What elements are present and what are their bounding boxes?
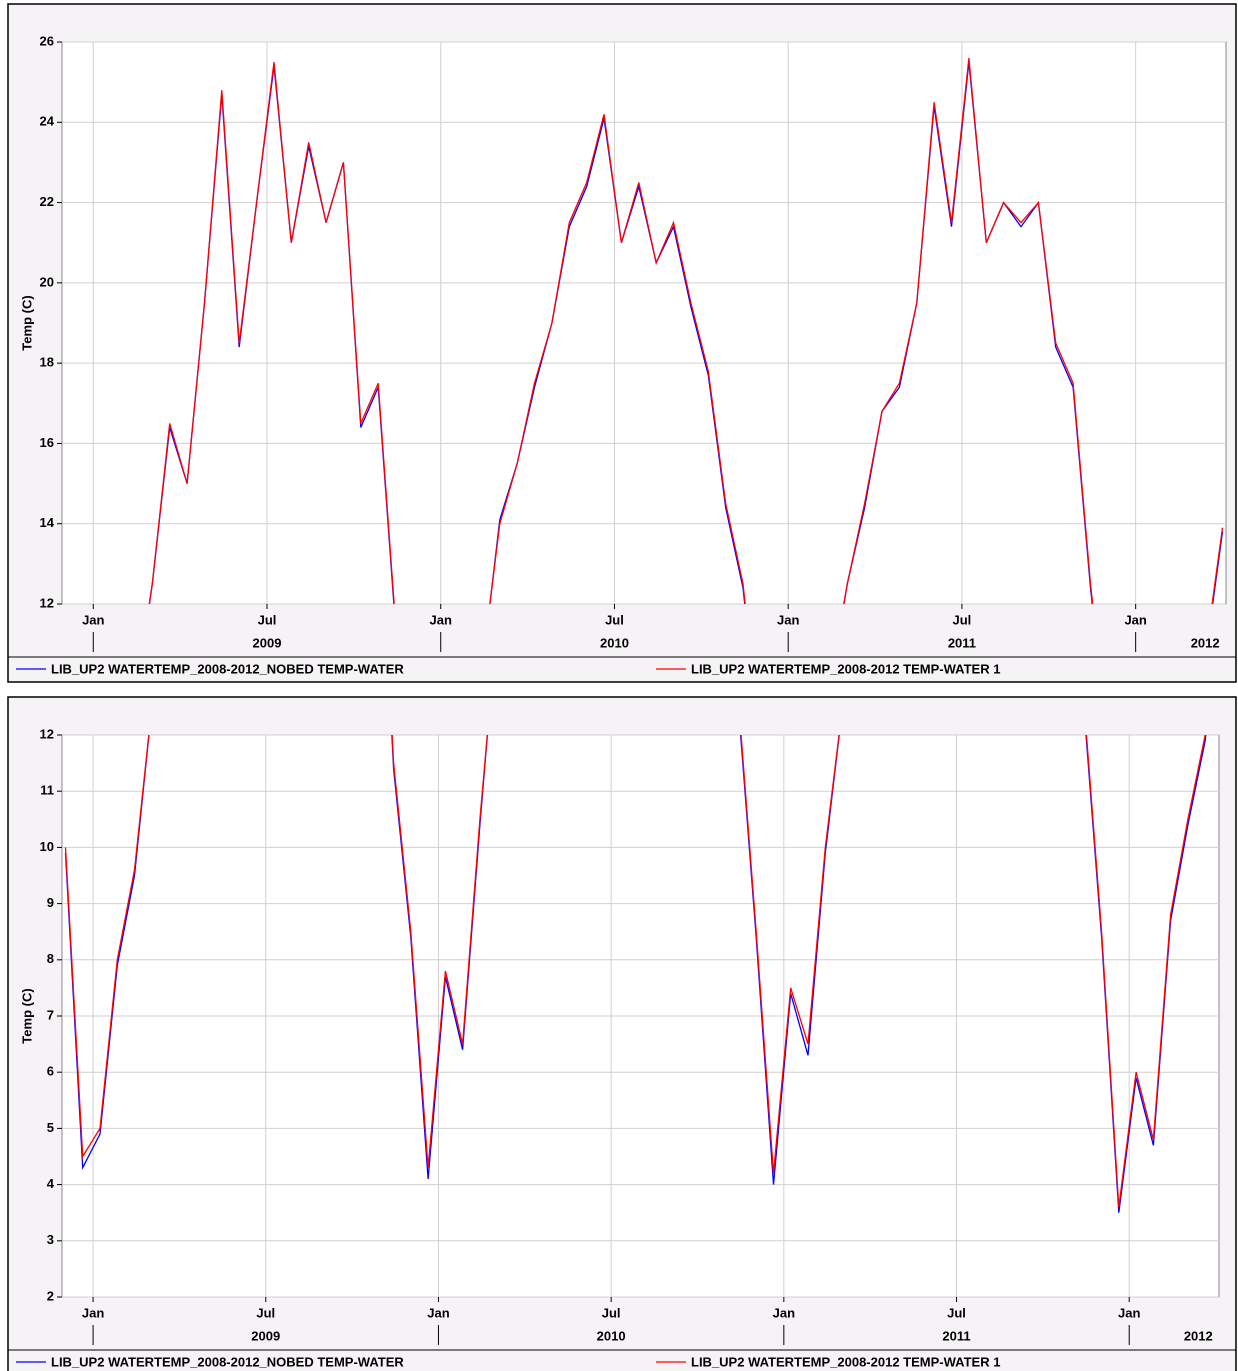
x-tick-label: Jan: [427, 1305, 449, 1320]
year-label: 2012: [1191, 635, 1220, 650]
x-tick-label: Jan: [82, 612, 104, 627]
year-label: 2010: [597, 1328, 626, 1343]
x-tick-label: Jan: [430, 612, 452, 627]
x-tick-label: Jan: [1118, 1305, 1140, 1320]
y-tick-label: 26: [40, 33, 54, 48]
y-tick-label: 9: [47, 895, 54, 910]
y-tick-label: 18: [40, 355, 54, 370]
y-tick-label: 7: [47, 1007, 54, 1022]
y-tick-label: 22: [40, 194, 54, 209]
y-tick-label: 14: [40, 515, 55, 530]
year-label: 2011: [942, 1328, 970, 1343]
x-tick-label: Jul: [256, 1305, 275, 1320]
y-tick-label: 6: [47, 1064, 54, 1079]
x-tick-label: Jan: [82, 1305, 104, 1320]
y-axis-label: Temp (C): [19, 295, 34, 350]
y-tick-label: 12: [40, 595, 54, 610]
y-tick-label: 10: [40, 839, 54, 854]
y-tick-label: 24: [40, 114, 55, 129]
series-line: [148, 58, 1224, 604]
x-tick-label: Jul: [947, 1305, 966, 1320]
y-tick-label: 11: [40, 783, 54, 798]
legend-label: LIB_UP2 WATERTEMP_2008-2012_NOBED TEMP-W…: [51, 661, 404, 676]
x-tick-label: Jul: [605, 612, 624, 627]
y-tick-label: 12: [40, 726, 54, 741]
year-label: 2009: [251, 1328, 280, 1343]
year-label: 2010: [600, 635, 629, 650]
y-axis-label: Temp (C): [19, 988, 34, 1043]
y-tick-label: 20: [40, 274, 54, 289]
year-label: 2009: [253, 635, 282, 650]
x-tick-label: Jan: [1124, 612, 1146, 627]
x-tick-label: Jul: [602, 1305, 621, 1320]
year-label: 2012: [1184, 1328, 1213, 1343]
x-tick-label: Jan: [777, 612, 799, 627]
x-tick-label: Jul: [953, 612, 972, 627]
y-tick-label: 16: [40, 435, 54, 450]
y-tick-label: 8: [47, 951, 54, 966]
x-tick-label: Jan: [773, 1305, 795, 1320]
y-tick-label: 3: [47, 1232, 54, 1247]
x-tick-label: Jul: [258, 612, 277, 627]
legend-label: LIB_UP2 WATERTEMP_2008-2012_NOBED TEMP-W…: [51, 1354, 404, 1369]
legend-label: LIB_UP2 WATERTEMP_2008-2012 TEMP-WATER 1: [691, 661, 1000, 676]
plot-area: [61, 41, 1227, 605]
year-label: 2011: [948, 635, 976, 650]
y-tick-label: 4: [47, 1176, 55, 1191]
y-tick-label: 2: [47, 1288, 54, 1303]
legend-label: LIB_UP2 WATERTEMP_2008-2012 TEMP-WATER 1: [691, 1354, 1000, 1369]
y-tick-label: 5: [47, 1120, 54, 1135]
